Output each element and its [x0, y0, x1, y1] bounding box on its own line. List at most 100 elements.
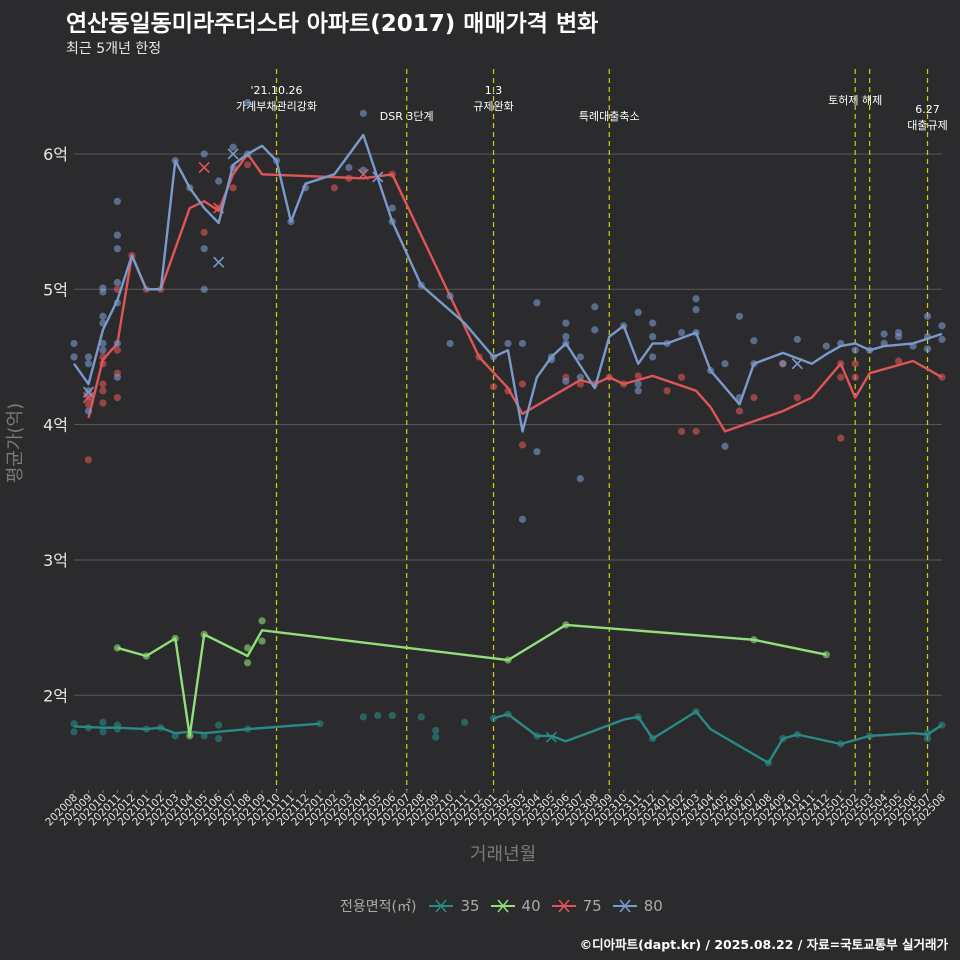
cross-marker-80 [82, 386, 95, 398]
data-point-35 [215, 721, 223, 729]
data-point-80 [388, 204, 396, 212]
data-point-80 [113, 245, 121, 253]
data-point-80 [562, 319, 570, 327]
data-point-80 [793, 335, 801, 343]
data-point-80 [692, 305, 700, 314]
legend-item-80[interactable]: 80 [612, 897, 663, 915]
data-point-75 [518, 441, 527, 449]
y-tick-label: 2억 [43, 686, 68, 705]
data-point-75 [229, 184, 237, 192]
data-point-35 [388, 711, 396, 720]
data-point-80 [84, 360, 93, 368]
legend-key-icon [490, 899, 515, 913]
data-point-80 [591, 326, 599, 334]
data-point-80 [634, 380, 642, 388]
data-point-75 [750, 393, 758, 402]
data-point-75 [678, 373, 686, 381]
data-point-40 [258, 617, 266, 625]
data-point-80 [359, 166, 367, 174]
data-point-80 [735, 312, 744, 320]
data-point-80 [678, 328, 686, 337]
data-point-40 [258, 637, 266, 645]
data-point-75 [113, 346, 121, 354]
data-point-80 [576, 353, 584, 361]
data-point-35 [215, 734, 223, 743]
event-label: 특례대출축소 [579, 110, 640, 123]
data-point-35 [70, 728, 78, 736]
data-point-75 [735, 407, 744, 415]
data-point-35 [417, 713, 425, 721]
data-point-75 [837, 373, 845, 381]
data-point-80 [113, 197, 121, 205]
chart-subtitle: 최근 5개년 한정 [66, 41, 162, 57]
data-point-75 [84, 456, 93, 464]
data-point-80 [359, 109, 367, 117]
data-point-35 [99, 728, 107, 736]
data-point-75 [692, 427, 700, 435]
data-point-80 [562, 333, 570, 341]
data-point-80 [84, 353, 93, 361]
data-point-80 [822, 342, 830, 350]
legend-label: 80 [643, 897, 663, 915]
x-axis-label: 거래년월 [470, 844, 537, 865]
data-point-35 [374, 711, 382, 720]
data-point-80 [576, 475, 584, 483]
legend-item-35[interactable]: 35 [428, 897, 480, 915]
data-point-80 [721, 442, 729, 450]
data-point-75 [489, 383, 498, 391]
series-line-40 [117, 623, 827, 738]
cross-marker-75 [198, 161, 210, 174]
data-point-80 [649, 333, 657, 341]
legend-label: 35 [460, 897, 480, 915]
data-point-80 [113, 278, 121, 287]
data-point-80 [70, 339, 78, 348]
legend-key-icon [551, 899, 576, 913]
cross-marker-35 [545, 731, 557, 743]
source-caption: ©디아파트(dapt.kr) / 2025.08.22 / 자료=국토교통부 실… [579, 937, 948, 952]
data-point-80 [504, 339, 512, 348]
data-point-80 [446, 339, 454, 348]
data-point-75 [113, 393, 121, 402]
y-tick-label: 3억 [43, 551, 68, 570]
data-point-75 [99, 399, 107, 407]
data-point-75 [244, 161, 252, 169]
data-point-80 [533, 448, 541, 456]
data-point-80 [562, 377, 570, 385]
event-label: 6.27 대출규제 [907, 103, 947, 132]
data-point-75 [330, 184, 338, 192]
data-point-80 [200, 245, 208, 253]
data-point-75 [663, 387, 671, 395]
legend-label: 75 [582, 897, 602, 915]
series-line-80 [73, 133, 943, 433]
data-point-35 [923, 734, 932, 743]
data-point-80 [345, 163, 353, 172]
data-point-80 [923, 312, 932, 320]
data-point-80 [215, 177, 223, 185]
data-point-80 [113, 373, 121, 381]
series-line-35 [493, 710, 943, 765]
data-point-80 [99, 284, 107, 292]
data-point-80 [779, 360, 787, 368]
data-point-80 [99, 339, 107, 348]
data-point-80 [84, 387, 93, 395]
chart-title: 연산동일동미라주더스타 아파트(2017) 매매가격 변화 [66, 11, 599, 37]
data-point-80 [84, 407, 93, 415]
data-point-35 [432, 733, 440, 741]
data-point-75 [678, 427, 686, 435]
cross-marker-80 [791, 358, 803, 370]
legend-item-40[interactable]: 40 [490, 897, 541, 915]
data-point-80 [446, 292, 454, 300]
cross-marker-80 [372, 171, 384, 183]
data-point-75 [518, 380, 527, 388]
legend-item-75[interactable]: 75 [551, 897, 602, 915]
data-point-80 [200, 150, 208, 158]
data-point-40 [244, 644, 252, 652]
data-point-80 [649, 353, 657, 361]
data-point-80 [880, 330, 888, 338]
data-point-35 [99, 718, 107, 726]
data-point-80 [576, 373, 584, 381]
legend-key-icon [612, 899, 637, 913]
data-point-75 [634, 372, 642, 380]
data-point-80 [229, 143, 237, 151]
data-point-40 [244, 659, 252, 667]
